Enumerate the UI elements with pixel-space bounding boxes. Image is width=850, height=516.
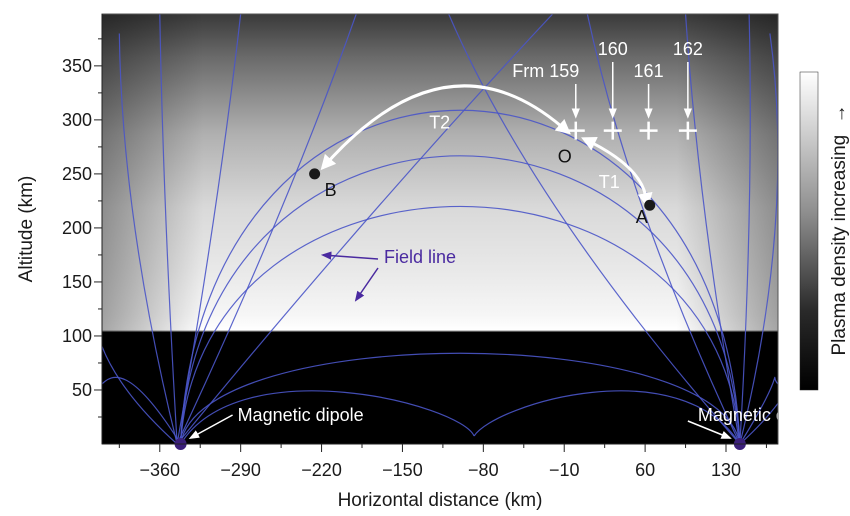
plot-area: T1 T2 Frm 159 160 161 162 A B O Magnetic dipol…: [101, 13, 824, 450]
x-axis-title: Horizontal distance (km): [338, 490, 543, 511]
field-line-lobe-3: [739, 376, 778, 444]
x-tick-label-0: −360: [140, 460, 181, 480]
dipole-arrow-1: [687, 420, 732, 439]
frame-marker-0: [566, 121, 585, 140]
field-lines: [102, 14, 778, 444]
field-line-annotation: Field line: [320, 247, 456, 302]
y-tick-label-1: 100: [62, 326, 92, 346]
x-tick-label-4: −80: [468, 460, 499, 480]
field-line-open-9: [684, 14, 741, 444]
trajectory-T1: [581, 137, 653, 209]
x-axis: −360 −290 −220 −150 −80 −10 60 130: [102, 443, 778, 480]
field-line-open-3: [176, 14, 242, 444]
field-line-open-11: [448, 14, 741, 444]
x-tick-label-6: 60: [635, 460, 655, 480]
field-line-lobe-2: [102, 376, 182, 444]
x-tick-label-2: −220: [301, 460, 342, 480]
y-tick-label-4: 250: [62, 164, 92, 184]
point-label-A: A: [636, 207, 648, 227]
field-line-arch-1: [179, 205, 741, 444]
dipole-label-0: Magnetic dipole: [238, 405, 364, 425]
frame-label-1: 160: [598, 39, 628, 59]
frame-label-0: Frm 159: [512, 61, 579, 81]
colorbar-gradient: [799, 71, 819, 391]
field-line-arch-0: [179, 352, 741, 444]
x-tick-label-1: −290: [220, 460, 261, 480]
trajectories: T1 T2: [320, 84, 653, 209]
frame-marker-2: [639, 121, 658, 140]
frame-label-2: 161: [634, 61, 664, 81]
trajectory-label-T1: T1: [599, 172, 620, 192]
field-line-open-7: [739, 33, 778, 444]
y-tick-label-2: 150: [62, 272, 92, 292]
colorbar-label-text: Plasma density increasing: [829, 135, 850, 356]
field-line-open-1: [118, 33, 178, 444]
dipoles: Magnetic dipole Magnetic dipole: [174, 405, 824, 450]
dipole-label-1: Magnetic dipole: [698, 405, 824, 425]
field-line-arrow-1: [320, 251, 379, 260]
field-line-open-2: [159, 14, 178, 444]
field-line-label: Field line: [384, 247, 456, 267]
y-axis: 50 100 150 200 250 300 350: [62, 14, 103, 444]
y-tick-label-3: 200: [62, 218, 92, 238]
field-line-open-0: [102, 262, 178, 444]
field-line-lobe-1: [473, 390, 741, 444]
frame-marker-3: [678, 121, 697, 140]
trajectory-T2: [320, 84, 571, 171]
y-tick-label-5: 300: [62, 110, 92, 130]
point-marker-B: [309, 168, 321, 180]
point-marker-A: [644, 199, 656, 211]
field-line-arch-3: [179, 109, 741, 444]
y-tick-label-0: 50: [72, 380, 92, 400]
x-tick-label-7: 130: [711, 460, 741, 480]
x-tick-label-3: −150: [382, 460, 423, 480]
y-axis-title: Altitude (km): [16, 176, 37, 283]
field-line-open-6: [739, 262, 778, 444]
frames: Frm 159 160 161 162: [512, 39, 703, 140]
field-line-arrow-2: [354, 267, 379, 302]
y-tick-label-6: 350: [62, 56, 92, 76]
dipole-arrow-0: [188, 414, 233, 440]
field-line-open-4: [176, 14, 357, 444]
x-tick-label-5: −10: [549, 460, 580, 480]
trajectory-label-T2: T2: [429, 113, 450, 133]
colorbar: Plasma density increasing →: [799, 71, 850, 391]
point-label-B: B: [325, 180, 337, 200]
point-label-O: O: [558, 147, 572, 167]
field-line-lobe-0: [180, 390, 475, 444]
field-line-open-5: [176, 14, 554, 444]
field-line-open-10: [586, 14, 741, 444]
colorbar-label-arrow: →: [829, 105, 850, 124]
frame-label-3: 162: [673, 39, 703, 59]
frame-marker-1: [603, 121, 622, 140]
points: A B O: [309, 147, 656, 227]
field-line-open-8: [739, 14, 751, 444]
colorbar-label: Plasma density increasing →: [829, 105, 850, 356]
